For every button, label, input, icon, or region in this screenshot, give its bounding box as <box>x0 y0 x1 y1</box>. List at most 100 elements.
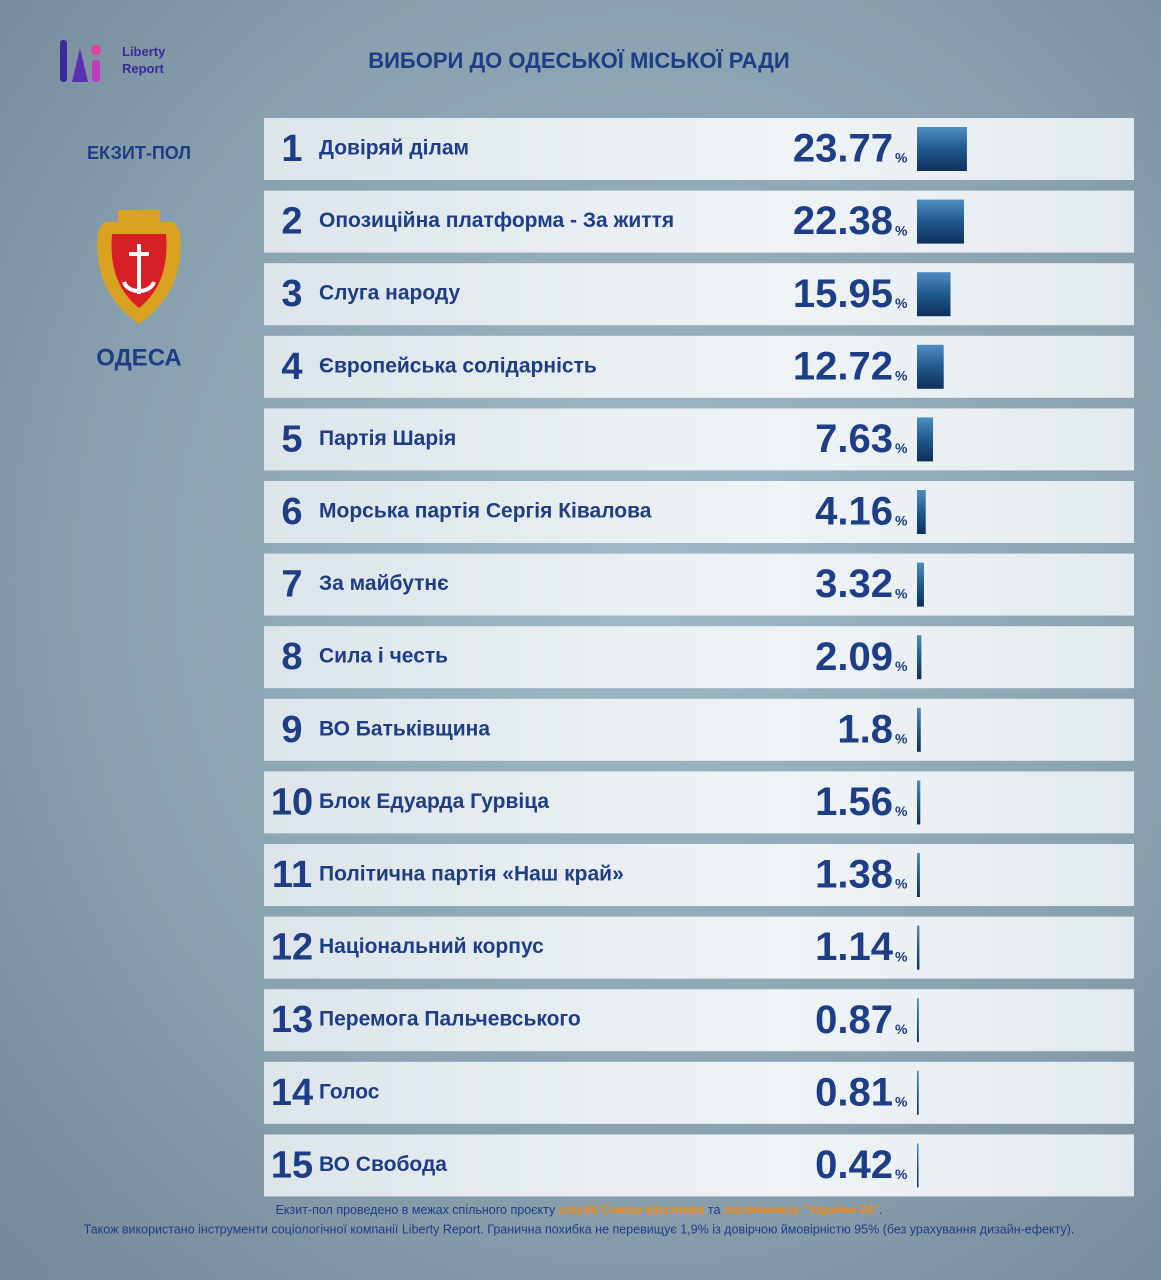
party-name: Партія Шарія <box>319 427 456 450</box>
value-label: 22.38 <box>793 199 893 243</box>
value-label: 23.77 <box>793 127 893 171</box>
chart-title: ВИБОРИ ДО ОДЕСЬКОЇ МІСЬКОЇ РАДИ <box>368 48 790 73</box>
bar <box>917 344 944 389</box>
unit-label: % <box>895 1021 908 1037</box>
footer-highlight: телеканалу "Україна 24" <box>724 1203 880 1217</box>
party-name: Опозиційна платформа - За життя <box>319 209 674 232</box>
party-name: Перемога Пальчевського <box>319 1008 581 1031</box>
row <box>264 916 1134 979</box>
party-name: ВО Батьківщина <box>319 717 490 740</box>
row <box>264 408 1134 471</box>
logo-mark <box>60 40 101 82</box>
row <box>264 335 1134 398</box>
row <box>264 263 1134 326</box>
bar <box>917 490 926 534</box>
row <box>264 989 1134 1052</box>
rank: 11 <box>272 854 312 896</box>
row <box>264 626 1134 689</box>
rank: 15 <box>271 1144 313 1186</box>
row <box>264 118 1134 180</box>
value-label: 1.14 <box>815 925 894 969</box>
rank: 14 <box>271 1072 313 1114</box>
footer-text: Екзит-пол проведено в межах спільного пр… <box>276 1203 559 1217</box>
coat-of-arms <box>97 210 181 324</box>
bar <box>917 417 934 462</box>
unit-label: % <box>895 295 908 311</box>
unit-label: % <box>895 368 908 384</box>
value-label: 12.72 <box>793 344 893 388</box>
logo-word: Report <box>122 61 165 76</box>
value-label: 1.8 <box>837 707 893 751</box>
rank: 5 <box>281 418 302 460</box>
logo-word: Liberty <box>122 44 166 59</box>
value-label: 4.16 <box>815 490 893 534</box>
city-name: ОДЕСА <box>96 344 182 371</box>
row <box>264 1134 1134 1197</box>
unit-label: % <box>895 513 908 529</box>
row <box>264 844 1134 906</box>
bar <box>917 635 922 680</box>
unit-label: % <box>895 876 908 892</box>
value-label: 3.32 <box>815 562 893 606</box>
row <box>264 481 1134 543</box>
unit-label: % <box>895 1094 908 1110</box>
unit-label: % <box>895 731 908 747</box>
bar <box>917 1070 919 1115</box>
rank: 1 <box>281 128 302 170</box>
rank: 12 <box>271 927 313 969</box>
party-name: Блок Едуарда Гурвіца <box>319 790 549 813</box>
party-name: Національний корпус <box>319 935 544 958</box>
value-label: 1.38 <box>815 853 893 897</box>
rank: 2 <box>281 201 302 243</box>
unit-label: % <box>895 585 908 601</box>
bar <box>917 853 920 897</box>
party-name: Європейська солідарність <box>319 354 597 377</box>
rank: 4 <box>281 346 302 388</box>
row <box>264 698 1134 761</box>
unit-label: % <box>895 150 908 166</box>
party-name: Морська партія Сергія Ківалова <box>319 500 652 523</box>
value-label: 7.63 <box>815 417 893 461</box>
rank: 3 <box>281 273 302 315</box>
bar <box>917 925 920 970</box>
row <box>264 553 1134 616</box>
side-label: ЕКЗИТ-ПОЛ <box>87 143 191 163</box>
bar <box>917 199 964 244</box>
unit-label: % <box>895 222 908 238</box>
value-label: 0.42 <box>815 1143 893 1187</box>
bar <box>917 998 919 1043</box>
footer-text: та <box>704 1203 723 1217</box>
row <box>264 771 1134 834</box>
rank: 13 <box>271 999 313 1041</box>
party-name: За майбутнє <box>319 572 449 595</box>
footer-text: . <box>879 1203 882 1217</box>
party-name: Довіряй ділам <box>319 137 469 160</box>
value-label: 1.56 <box>815 780 893 824</box>
value-label: 15.95 <box>793 272 893 316</box>
rank: 9 <box>281 709 302 751</box>
party-name: Слуга народу <box>319 282 460 305</box>
row <box>264 190 1134 253</box>
bar <box>917 127 967 171</box>
unit-label: % <box>895 803 908 819</box>
unit-label: % <box>895 658 908 674</box>
rank: 8 <box>281 636 302 678</box>
party-name: Голос <box>319 1080 380 1103</box>
bar <box>917 562 924 607</box>
party-name: ВО Свобода <box>319 1153 447 1176</box>
rank: 6 <box>281 491 302 533</box>
unit-label: % <box>895 948 908 964</box>
value-label: 0.87 <box>815 998 893 1042</box>
rank: 10 <box>271 781 313 823</box>
party-name: Сила і честь <box>319 645 448 668</box>
bar <box>917 707 921 752</box>
bar <box>917 1143 919 1188</box>
bar <box>917 272 951 317</box>
rank: 7 <box>281 564 302 606</box>
footer-highlight: студії Савіка Шустера <box>559 1203 705 1217</box>
logo-text: Liberty Report <box>122 44 166 76</box>
unit-label: % <box>895 1166 908 1182</box>
unit-label: % <box>895 440 908 456</box>
